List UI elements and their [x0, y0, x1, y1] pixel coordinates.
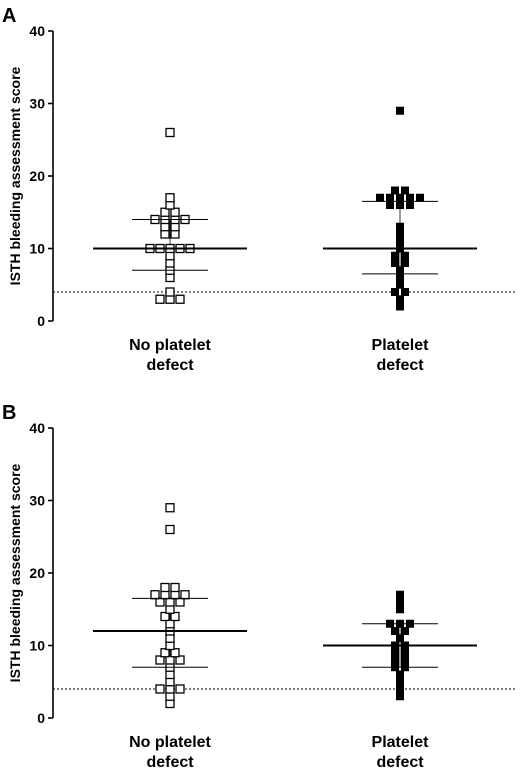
data-point: [401, 259, 409, 267]
y-tick-label: 10: [29, 638, 45, 654]
data-point: [160, 207, 170, 217]
y-axis-title: ISTH bleeding assessment score: [7, 66, 23, 285]
data-point: [401, 648, 409, 657]
data-point: [401, 251, 409, 260]
data-point: [376, 193, 384, 202]
y-tick-label: 20: [29, 168, 45, 184]
data-point: [165, 619, 175, 629]
data-point: [396, 295, 404, 304]
data-point: [160, 611, 170, 622]
data-point: [170, 207, 180, 217]
data-point: [391, 627, 399, 635]
panel-b: B ISTH bleeding assessment score 0 10 20 30 40…: [2, 402, 515, 771]
category-no-platelet-defect: No platelet defect: [93, 503, 247, 771]
y-tick-label: 30: [29, 96, 45, 112]
y-tick-label: 40: [29, 23, 45, 39]
data-point: [160, 648, 170, 658]
data-point: [391, 251, 399, 260]
data-point: [396, 685, 404, 693]
data-point: [396, 273, 404, 282]
data-point: [396, 670, 404, 679]
data-point: [386, 201, 394, 209]
y-tick-label: 40: [29, 420, 45, 436]
data-point: [165, 193, 175, 203]
data-point: [175, 684, 185, 694]
data-point: [391, 648, 399, 657]
panel-letter: B: [2, 402, 16, 424]
y-tick-label: 0: [37, 710, 45, 726]
data-point: [396, 193, 404, 202]
data-point: [416, 193, 424, 202]
category-label-line: defect: [376, 754, 424, 771]
y-axis-title: ISTH bleeding assessment score: [7, 463, 23, 682]
data-point: [170, 648, 180, 658]
data-point: [175, 294, 185, 304]
data-point: [155, 655, 165, 665]
panel-letter: A: [2, 5, 16, 27]
category-label-line: defect: [376, 357, 424, 374]
data-point: [165, 287, 175, 297]
category-label-line: defect: [146, 357, 194, 374]
category-label: No platelet defect: [129, 337, 211, 374]
data-point: [150, 590, 160, 600]
category-label-line: Platelet: [372, 337, 430, 354]
data-point: [391, 288, 399, 296]
data-point: [170, 582, 180, 593]
data-point: [165, 127, 175, 138]
y-tick-label: 30: [29, 493, 45, 509]
data-point: [396, 634, 404, 643]
data-point: [165, 655, 175, 665]
data-point: [165, 503, 175, 513]
data-point: [391, 656, 399, 664]
data-point: [155, 294, 165, 304]
data-point: [396, 590, 404, 599]
data-point: [406, 193, 414, 202]
data-point: [175, 655, 185, 665]
category-no-platelet-defect: No platelet defect: [93, 127, 247, 374]
category-label-line: No platelet: [129, 734, 211, 751]
data-point: [396, 605, 404, 614]
data-point: [396, 302, 404, 311]
data-point: [396, 677, 404, 686]
data-point: [180, 590, 190, 600]
category-platelet-defect: Platelet defect: [323, 106, 477, 374]
y-tick-label: 10: [29, 241, 45, 257]
data-point: [391, 186, 399, 195]
data-point: [160, 582, 170, 593]
data-point: [401, 656, 409, 664]
data-point: [386, 193, 394, 202]
data-point: [396, 201, 404, 209]
data-point: [396, 280, 404, 289]
data-point: [396, 237, 404, 246]
category-label-line: No platelet: [129, 337, 211, 354]
data-point: [396, 222, 404, 231]
data-point: [401, 627, 409, 635]
data-point: [396, 598, 404, 606]
y-tick-label: 0: [37, 313, 45, 329]
category-label: Platelet defect: [372, 734, 430, 771]
category-platelet-defect: Platelet defect: [323, 590, 477, 771]
data-point: [406, 201, 414, 209]
data-point: [396, 692, 404, 701]
y-tick-label: 20: [29, 565, 45, 581]
category-label: No platelet defect: [129, 734, 211, 771]
data-point: [396, 266, 404, 275]
data-point: [401, 186, 409, 195]
data-point: [165, 524, 175, 535]
data-point: [170, 611, 180, 622]
data-point: [396, 230, 404, 238]
category-label: Platelet defect: [372, 337, 430, 374]
data-point: [401, 288, 409, 296]
data-point: [155, 684, 165, 694]
data-point: [396, 106, 404, 115]
category-label-line: defect: [146, 754, 194, 771]
panel-a: A ISTH bleeding assessment score 0 10 20 30 40…: [2, 5, 515, 374]
category-label-line: Platelet: [372, 734, 430, 751]
data-point: [391, 259, 399, 267]
